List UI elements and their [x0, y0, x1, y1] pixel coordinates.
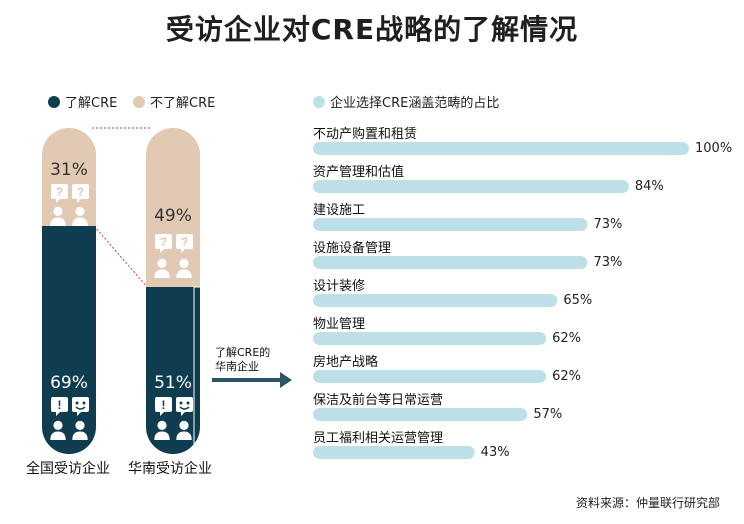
bar-category-label: 建设施工: [313, 203, 366, 218]
legend-bar-chart: 企业选择CRE涵盖范畴的占比: [313, 92, 499, 111]
bar-2: [313, 218, 588, 231]
arrow-label-line1: 了解CRE的: [215, 346, 271, 359]
bar-0: [313, 142, 689, 155]
bar-3: [313, 256, 588, 269]
pill-south-label: 华南受访企业: [128, 461, 212, 477]
pill-south-not-understand: [146, 128, 200, 287]
legend-label-bar: 企业选择CRE涵盖范畴的占比: [330, 96, 500, 111]
bar-8: [313, 446, 475, 459]
bar-category-label: 设计装修: [313, 279, 366, 294]
pill-national-not-understand: [42, 128, 96, 226]
bar-category-label: 物业管理: [313, 317, 366, 332]
legend-dot-bar: [313, 95, 325, 108]
bar-category-label: 资产管理和估值: [313, 165, 405, 180]
bar-value-label: 84%: [634, 179, 664, 194]
bar-5: [313, 332, 547, 345]
bar-value-label: 43%: [480, 445, 510, 460]
svg-text:?: ?: [56, 185, 63, 199]
pill-national-understand-icons: !: [50, 397, 89, 440]
bar-value-label: 62%: [552, 369, 582, 384]
legend-label-understand: 了解CRE: [65, 96, 118, 111]
pill-south-question-icons: ? ?: [154, 234, 193, 278]
arrow-head-icon: [280, 372, 292, 388]
bar-4: [313, 294, 558, 307]
bar-1: [313, 180, 629, 193]
south-highlight-frame: [193, 286, 205, 455]
bar-value-label: 73%: [593, 255, 623, 270]
legend-dot-understand: [48, 95, 60, 108]
legend-label-not-understand: 不了解CRE: [150, 96, 216, 111]
connector-split: [93, 225, 149, 289]
svg-text:?: ?: [181, 235, 188, 249]
bar-value-label: 73%: [593, 217, 623, 232]
bar-6: [313, 370, 547, 383]
bar-chart: [313, 142, 689, 459]
pill-south-understand-value: 51%: [154, 373, 192, 393]
arrow-label-line2: 华南企业: [215, 360, 259, 373]
pill-national-question-icons: ? ?: [50, 184, 89, 226]
bar-7: [313, 408, 528, 421]
bar-category-label: 设施设备管理: [313, 241, 392, 256]
bar-value-label: 62%: [552, 331, 582, 346]
bar-category-label: 不动产购置和租赁: [313, 127, 418, 142]
pill-national-label: 全国受访企业: [26, 461, 110, 477]
arrow-label: 了解CRE的 华南企业: [215, 346, 270, 374]
legend-understand: 了解CRE: [48, 92, 117, 111]
pill-national-not-value: 31%: [50, 160, 88, 180]
bar-value-label: 57%: [533, 407, 563, 422]
pill-south: [146, 128, 200, 454]
pill-south-understand: [146, 287, 200, 454]
bar-value-label: 100%: [695, 141, 733, 156]
bar-category-label: 保洁及前台等日常运营: [313, 393, 444, 408]
bar-category-label: 员工福利相关运营管理: [313, 431, 444, 446]
pill-national: [42, 128, 96, 454]
pill-national-understand: [42, 226, 96, 454]
svg-text:?: ?: [77, 185, 84, 199]
legend-dot-not-understand: [133, 95, 145, 108]
bar-value-label: 65%: [563, 293, 593, 308]
bar-category-label: 房地产战略: [313, 355, 379, 370]
page-title: 受访企业对CRE战略的了解情况: [165, 13, 579, 46]
pill-south-not-value: 49%: [154, 206, 192, 226]
svg-text:!: !: [162, 398, 166, 412]
source-note: 资料来源：仲量联行研究部: [575, 496, 720, 510]
legend-not-understand: 不了解CRE: [133, 92, 215, 111]
pill-south-understand-icons: !: [154, 397, 193, 440]
pill-national-understand-value: 69%: [50, 373, 88, 393]
svg-text:!: !: [58, 398, 62, 412]
svg-text:?: ?: [160, 235, 167, 249]
